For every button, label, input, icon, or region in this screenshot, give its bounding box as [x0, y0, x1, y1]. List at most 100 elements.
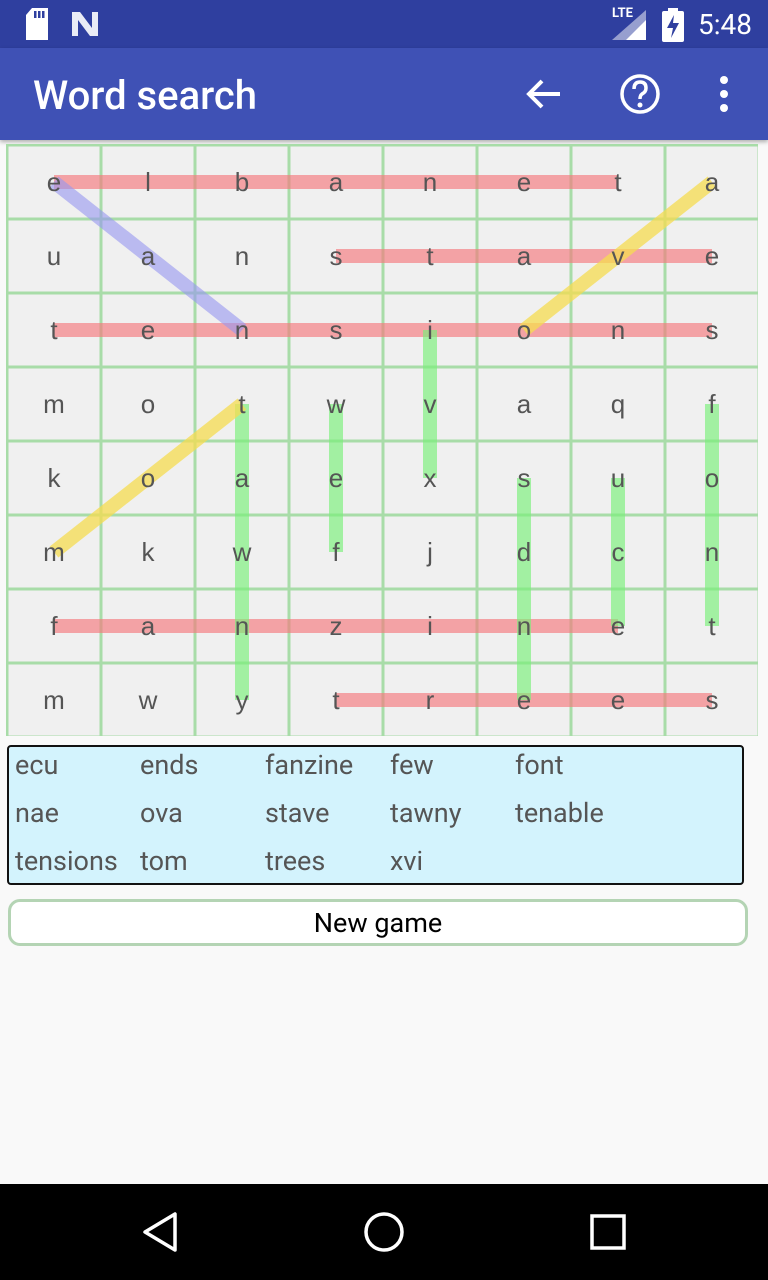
sd-card-icon: [26, 8, 48, 40]
word-highlight: [143, 250, 247, 336]
grid-letter: m: [43, 685, 65, 715]
grid-cell[interactable]: [8, 664, 100, 736]
grid-letter: e: [517, 685, 531, 715]
word-item: fanzine: [265, 749, 354, 781]
grid-letter: e: [611, 611, 625, 641]
nav-home-icon[interactable]: [362, 1208, 406, 1256]
grid-letter: o: [705, 463, 719, 493]
grid-letter: j: [426, 537, 433, 567]
grid-cell[interactable]: [196, 220, 288, 292]
grid-letter: k: [48, 463, 62, 493]
grid-cell[interactable]: [572, 368, 664, 440]
word-highlight: [519, 250, 623, 336]
grid-letter: n: [423, 167, 437, 197]
grid-letter: a: [141, 241, 156, 271]
word-highlight: [613, 176, 717, 262]
grid-letter: t: [426, 241, 434, 271]
help-icon[interactable]: [616, 70, 664, 118]
grid-letter: n: [235, 241, 249, 271]
grid-letter: e: [705, 241, 719, 271]
app-bar: Word search: [0, 48, 768, 140]
grid-letter: n: [235, 315, 249, 345]
grid-cell[interactable]: [8, 220, 100, 292]
word-item: stave: [265, 797, 330, 829]
nav-back-icon[interactable]: [140, 1208, 180, 1256]
grid-letter: i: [427, 611, 433, 641]
word-item: nae: [15, 797, 59, 829]
grid-letter: u: [611, 463, 625, 493]
grid-letter: o: [141, 463, 155, 493]
grid-letter: a: [235, 463, 250, 493]
back-arrow-icon[interactable]: [520, 70, 568, 118]
clock: 5:48: [698, 8, 752, 41]
grid-cell[interactable]: [8, 368, 100, 440]
word-item: ova: [140, 797, 183, 829]
grid-cell[interactable]: [102, 664, 194, 736]
app-title: Word search: [33, 72, 258, 119]
word-highlight: [49, 472, 153, 558]
grid-letter: a: [517, 241, 532, 271]
letter-grid[interactable]: e l b a n e t a u a n s t a v e t e n s i o n s m o t w v a q f k o a e x s u o…: [6, 144, 758, 736]
word-item: xvi: [390, 845, 424, 877]
n-logo-icon: [72, 12, 98, 36]
grid-letter: s: [706, 685, 719, 715]
grid-letter: a: [705, 167, 720, 197]
new-game-button[interactable]: New game: [8, 899, 748, 946]
grid-letter: x: [424, 463, 437, 493]
word-item: ecu: [15, 749, 59, 781]
grid-letter: o: [141, 389, 155, 419]
grid-letter: c: [612, 537, 625, 567]
signal-icon: [612, 10, 646, 40]
grid-letter: d: [517, 537, 531, 567]
status-bar: LTE 5:48: [0, 0, 768, 48]
grid-cell[interactable]: [8, 442, 100, 514]
word-item: tensions: [15, 845, 118, 877]
grid-letter: n: [611, 315, 625, 345]
word-item: font: [515, 749, 564, 781]
grid-letter: r: [426, 685, 435, 715]
nav-recents-icon[interactable]: [588, 1208, 628, 1256]
grid-letter: n: [517, 611, 531, 641]
grid-letter: t: [614, 167, 622, 197]
grid-letter: e: [47, 167, 61, 197]
letter-grid-canvas[interactable]: e l b a n e t a u a n s t a v e t e n s i o n s m o t w v a q f k o a e x s u o…: [6, 144, 758, 736]
grid-letter: e: [329, 463, 343, 493]
grid-letter: m: [43, 389, 65, 419]
grid-letter: z: [330, 611, 343, 641]
grid-letter: a: [329, 167, 344, 197]
grid-letter: n: [235, 611, 249, 641]
grid-cell[interactable]: [384, 516, 476, 588]
grid-letter: e: [517, 167, 531, 197]
grid-letter: t: [332, 685, 340, 715]
word-highlight: [49, 176, 153, 262]
grid-cell[interactable]: [102, 516, 194, 588]
grid-letter: u: [47, 241, 61, 271]
grid-letter: t: [708, 611, 716, 641]
grid-letter: t: [50, 315, 58, 345]
grid-letter: s: [518, 463, 531, 493]
navigation-bar: [0, 1184, 768, 1280]
grid-letter: k: [142, 537, 156, 567]
grid-letter: a: [141, 611, 156, 641]
grid-letter: e: [141, 315, 155, 345]
word-item: tenable: [515, 797, 604, 829]
grid-letter: q: [611, 389, 625, 419]
grid-cell[interactable]: [102, 368, 194, 440]
grid-letter: s: [706, 315, 719, 345]
grid-letter: f: [332, 537, 340, 567]
battery-charging-icon: [662, 8, 684, 42]
grid-letter: w: [232, 537, 252, 567]
word-item: tawny: [390, 797, 462, 829]
grid-letter: a: [517, 389, 532, 419]
overflow-menu-icon[interactable]: [700, 70, 748, 118]
grid-letter: s: [330, 241, 343, 271]
grid-letter: b: [235, 167, 249, 197]
grid-letter: e: [611, 685, 625, 715]
grid-cell[interactable]: [478, 368, 570, 440]
word-item: tom: [140, 845, 188, 877]
grid-letter: t: [238, 389, 246, 419]
grid-letter: f: [708, 389, 716, 419]
word-highlight: [143, 398, 247, 484]
grid-letter: y: [236, 685, 249, 715]
grid-letter: n: [705, 537, 719, 567]
